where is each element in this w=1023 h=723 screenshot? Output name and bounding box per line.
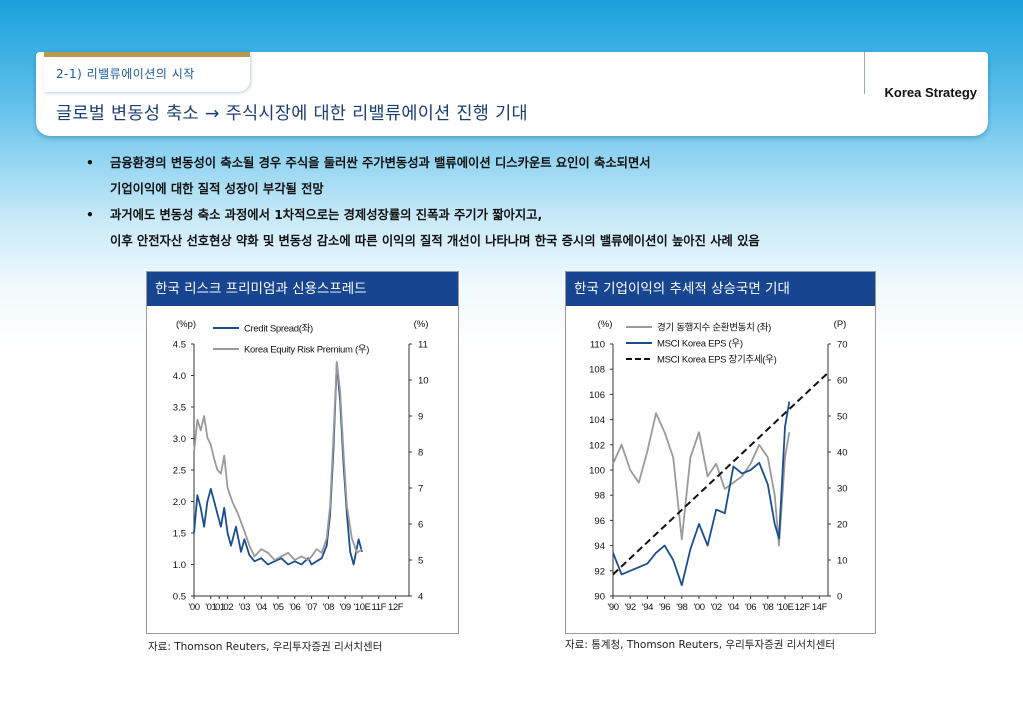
y-unit-left: (%p) bbox=[176, 319, 196, 330]
y-tick-label-left: 110 bbox=[590, 340, 605, 351]
x-tick-label: 12F bbox=[388, 602, 404, 613]
y-tick-label-left: 2.0 bbox=[173, 497, 186, 508]
x-tick-label: '02 bbox=[711, 602, 722, 613]
y-tick-label-right: 11 bbox=[418, 340, 428, 351]
bullet-continuation: 이후 안전자산 선호현상 약화 및 변동성 감소에 따른 이익의 질적 개선이 … bbox=[110, 234, 760, 248]
source-right: 자료: 통계청, Thomson Reuters, 우리투자증권 리서치센터 bbox=[565, 639, 836, 651]
y-tick-label-right: 10 bbox=[837, 556, 848, 567]
y-unit-right: (P) bbox=[834, 319, 847, 330]
x-tick-label: '03 bbox=[239, 602, 250, 613]
y-tick-label-left: 108 bbox=[589, 365, 605, 376]
y-tick-label-right: 0 bbox=[837, 592, 842, 603]
x-tick-label: '01 bbox=[214, 602, 225, 613]
y-tick-label-right: 60 bbox=[837, 376, 848, 387]
y-tick-label-right: 50 bbox=[837, 412, 848, 423]
x-tick-label: '05 bbox=[272, 602, 283, 613]
x-tick-label: '08 bbox=[762, 602, 773, 613]
legend-label: MSCI Korea EPS (우) bbox=[657, 339, 743, 350]
y-unit-right: (%) bbox=[414, 319, 429, 330]
section-tab bbox=[44, 52, 250, 92]
y-tick-label-right: 20 bbox=[837, 520, 848, 531]
y-tick-label-right: 4 bbox=[418, 592, 423, 603]
x-tick-label: '06 bbox=[745, 602, 756, 613]
y-tick-label-right: 8 bbox=[418, 448, 423, 459]
series-line bbox=[612, 401, 791, 587]
y-tick-label-left: 92 bbox=[594, 566, 605, 577]
chart-title-right: 한국 기업이익의 추세적 상승국면 기대 bbox=[566, 272, 875, 306]
legend-label: 경기 동행지수 순환변동치 (좌) bbox=[657, 322, 771, 334]
x-tick-label: '01 bbox=[205, 602, 216, 613]
y-tick-label-right: 70 bbox=[837, 340, 848, 351]
series-line bbox=[193, 362, 363, 566]
y-tick-label-right: 6 bbox=[418, 520, 423, 531]
x-tick-label: '04 bbox=[728, 602, 739, 613]
y-tick-label-left: 100 bbox=[589, 466, 605, 477]
y-tick-label-left: 4.0 bbox=[173, 371, 186, 382]
x-tick-label: '02 bbox=[222, 602, 233, 613]
chart-panel-left: 한국 리스크 프리미엄과 신용스프레드 4.5 4.0 3.5 3.0 2.5 2.0 1.… bbox=[146, 271, 459, 634]
bullet-continuation: 기업이익에 대한 질적 성장이 부각될 전망 bbox=[110, 182, 324, 196]
x-tick-label: '96 bbox=[659, 602, 670, 613]
legend-label: MSCI Korea EPS 장기추세(우) bbox=[657, 355, 777, 366]
y-tick-label-right: 7 bbox=[418, 484, 423, 495]
bullet-text: 금융환경의 변동성이 축소될 경우 주식을 둘러싼 주가변동성과 밸류에이션 디… bbox=[110, 156, 651, 170]
x-tick-label: '08 bbox=[323, 602, 334, 613]
chart-right: 1101081061041021009896949290706050403020… bbox=[589, 319, 848, 613]
bullet-item: • 과거에도 변동성 축소 과정에서 1차적으로는 경제성장률의 진폭과 주기가 … bbox=[86, 208, 543, 222]
x-tick-label: '06 bbox=[289, 602, 300, 613]
bullet-list: • 금융환경의 변동성이 축소될 경우 주식을 둘러싼 주가변동성과 밸류에이션 … bbox=[86, 150, 760, 254]
section-label: 2-1) 리밸류에이션의 시작 bbox=[56, 67, 195, 81]
y-tick-label-right: 30 bbox=[837, 484, 848, 495]
y-tick-label-right: 9 bbox=[418, 412, 423, 423]
x-tick-label: 14F bbox=[812, 602, 828, 613]
y-tick-label-left: 102 bbox=[589, 440, 605, 451]
x-tick-label: '10E bbox=[776, 602, 793, 613]
y-tick-label-left: 3.5 bbox=[173, 403, 186, 414]
page-title: 글로벌 변동성 축소 → 주식시장에 대한 리밸류에이션 진행 기대 bbox=[56, 104, 528, 124]
y-tick-label-left: 94 bbox=[594, 541, 605, 552]
y-tick-label-right: 40 bbox=[837, 448, 848, 459]
x-tick-label: '09 bbox=[340, 602, 351, 613]
chart-title-left: 한국 리스크 프리미엄과 신용스프레드 bbox=[147, 272, 458, 306]
legend-label: Korea Equity Risk Premium (우) bbox=[244, 345, 369, 356]
y-tick-label-left: 4.5 bbox=[173, 340, 186, 351]
header-divider bbox=[864, 52, 865, 94]
x-tick-label: '00 bbox=[693, 602, 704, 613]
y-tick-label-right: 10 bbox=[418, 376, 429, 387]
y-tick-label-right: 5 bbox=[418, 556, 423, 567]
x-tick-label: '92 bbox=[625, 602, 636, 613]
x-tick-label: '98 bbox=[676, 602, 687, 613]
x-tick-label: 11F bbox=[372, 602, 387, 613]
bullet-item: • 금융환경의 변동성이 축소될 경우 주식을 둘러싼 주가변동성과 밸류에이션 … bbox=[86, 156, 651, 170]
bullet-text: 과거에도 변동성 축소 과정에서 1차적으로는 경제성장률의 진폭과 주기가 짧… bbox=[110, 208, 543, 222]
y-tick-label-left: 104 bbox=[589, 415, 605, 426]
series-line bbox=[612, 372, 829, 576]
brand-label: Korea Strategy bbox=[884, 85, 977, 100]
source-left: 자료: Thomson Reuters, 우리투자증권 리서치센터 bbox=[148, 641, 383, 653]
x-tick-label: '00 bbox=[188, 602, 199, 613]
x-tick-label: '07 bbox=[306, 602, 317, 613]
series-line bbox=[193, 361, 363, 561]
y-tick-label-left: 96 bbox=[594, 516, 605, 527]
y-tick-label-left: 106 bbox=[589, 390, 605, 401]
legend-label: Credit Spread(좌) bbox=[244, 324, 313, 335]
x-tick-label: '94 bbox=[642, 602, 653, 613]
series-line bbox=[612, 412, 791, 547]
y-unit-left: (%) bbox=[598, 319, 613, 330]
chart-left: 4.5 4.0 3.5 3.0 2.5 2.0 1.5 1.0 0.5 11 10 9 8 7 6 5 4 (%p… bbox=[173, 319, 429, 613]
y-tick-label-left: 2.5 bbox=[173, 466, 186, 477]
y-tick-label-left: 98 bbox=[594, 491, 605, 502]
x-tick-label: '04 bbox=[256, 602, 267, 613]
x-tick-label: '90 bbox=[607, 602, 618, 613]
y-tick-label-left: 3.0 bbox=[173, 434, 186, 445]
y-tick-label-left: 0.5 bbox=[173, 592, 186, 603]
y-tick-label-left: 1.5 bbox=[173, 529, 186, 540]
x-tick-label: 12F bbox=[795, 602, 811, 613]
x-tick-label: '10E bbox=[353, 602, 370, 613]
y-tick-label-left: 90 bbox=[594, 592, 605, 603]
chart-panel-right: 한국 기업이익의 추세적 상승국면 기대 110 108 106 104 102 100 9… bbox=[565, 271, 876, 634]
y-tick-label-left: 1.0 bbox=[173, 560, 186, 571]
